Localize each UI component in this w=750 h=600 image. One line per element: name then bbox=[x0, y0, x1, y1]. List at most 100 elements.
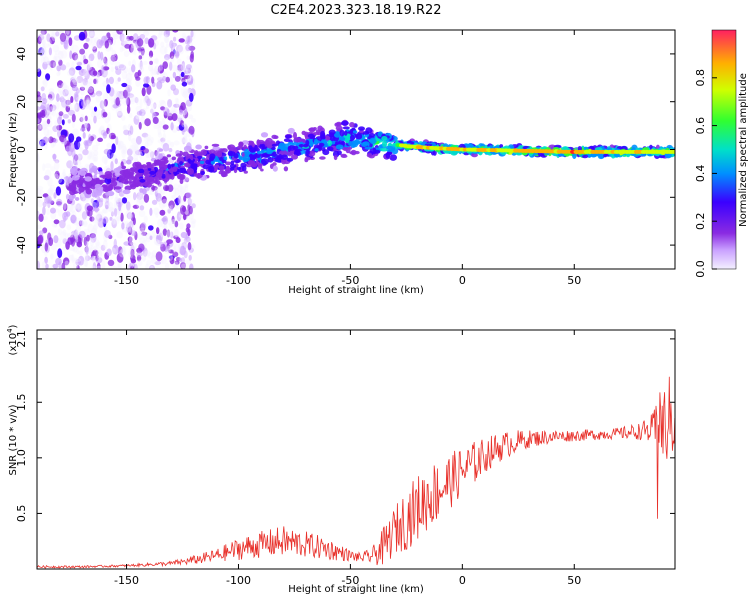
spectrogram-noise-cell bbox=[81, 211, 88, 220]
spectrogram-noise-cell bbox=[176, 69, 182, 75]
spectrogram-noise-cell bbox=[76, 96, 83, 102]
spectrogram-band-cell bbox=[305, 150, 310, 155]
spectrogram-noise-cell bbox=[130, 41, 137, 49]
spectrogram-noise-cell bbox=[121, 222, 125, 230]
spectrogram-noise-cell bbox=[90, 37, 97, 44]
spectrogram-band-cell bbox=[328, 129, 336, 135]
spectrogram-noise-cell bbox=[76, 241, 83, 248]
spectrogram-band-cell bbox=[240, 162, 247, 168]
spectrogram-noise-cell bbox=[46, 97, 53, 104]
spectrogram-noise-cell bbox=[117, 111, 123, 116]
spectrogram-noise-cell bbox=[160, 243, 166, 252]
spectrogram-noise-cell bbox=[126, 212, 133, 220]
spectrogram-noise-cell bbox=[58, 59, 63, 66]
spectrogram-noise-cell bbox=[116, 30, 123, 35]
spectrogram-noise-cell bbox=[87, 86, 94, 94]
spectrogram-noise-cell bbox=[102, 92, 109, 102]
spectrogram-noise-cell bbox=[82, 221, 88, 227]
spectrogram-band-cell bbox=[211, 143, 220, 147]
spectrogram-noise-cell bbox=[48, 237, 54, 247]
spectrogram-noise-cell bbox=[171, 263, 178, 269]
spectrogram-noise-cell bbox=[133, 115, 140, 125]
spectrogram-x-tick-label: -100 bbox=[226, 274, 251, 287]
spectrogram-noise-cell bbox=[121, 34, 128, 45]
spectrogram-noise-cell bbox=[133, 192, 137, 201]
spectrogram-band-cell bbox=[79, 170, 87, 176]
spectrogram-noise-cell bbox=[125, 221, 131, 228]
spectrogram-noise-cell bbox=[42, 61, 48, 70]
spectrogram-band-cell bbox=[218, 171, 223, 175]
spectrogram-noise-cell bbox=[159, 45, 167, 55]
spectrogram-noise-cell bbox=[37, 118, 40, 124]
spectrogram-noise-cell bbox=[40, 102, 47, 110]
spectrogram-noise-cell bbox=[92, 46, 97, 53]
spectrogram-band-cell bbox=[125, 173, 131, 180]
snr-frame bbox=[36, 329, 676, 570]
spectrogram-noise-cell bbox=[151, 199, 158, 205]
spectrogram-band-cell bbox=[278, 142, 286, 150]
spectrogram-band-cell bbox=[159, 163, 168, 171]
spectrogram-noise-cell bbox=[188, 114, 194, 120]
spectrogram-noise-cell bbox=[58, 209, 63, 217]
spectrogram-noise-cell bbox=[50, 207, 56, 214]
spectrogram-noise-cell bbox=[120, 212, 124, 222]
spectrogram-noise-cell bbox=[135, 114, 140, 120]
spectrogram-band-cell bbox=[210, 160, 215, 165]
spectrogram-noise-cell bbox=[37, 154, 40, 163]
spectrogram-noise-cell bbox=[64, 232, 69, 239]
spectrogram-noise-cell bbox=[150, 108, 154, 114]
colorbar-ticks: 0.0 0.2 0.4 0.6 0.8 bbox=[694, 69, 717, 278]
spectrogram-noise-cell bbox=[89, 151, 93, 158]
spectrogram-noise-cell bbox=[47, 129, 53, 136]
spectrogram-noise-cell bbox=[162, 124, 169, 130]
spectrogram-noise-cell bbox=[102, 216, 109, 224]
spectrogram-noise-cell bbox=[176, 44, 183, 53]
spectrogram-noise-cell bbox=[133, 97, 140, 103]
spectrogram-band-cell bbox=[91, 165, 98, 172]
spectrogram-band-cell bbox=[171, 156, 176, 161]
spectrogram-noise-cell bbox=[157, 219, 164, 228]
spectrogram-noise-cell bbox=[136, 251, 143, 257]
spectrogram-noise-cell bbox=[182, 88, 190, 97]
spectrogram-noise-cell bbox=[105, 77, 109, 85]
spectrogram-noise-cell bbox=[52, 61, 57, 69]
spectrogram-noise-cell bbox=[88, 245, 94, 250]
spectrogram-noise-cell bbox=[183, 250, 188, 259]
spectrogram-noise-cell bbox=[115, 106, 123, 116]
spectrogram-noise-cell bbox=[167, 205, 172, 211]
spectrogram-noise-cell bbox=[177, 185, 183, 192]
spectrogram-band-cell bbox=[194, 157, 199, 162]
spectrogram-noise-cell bbox=[56, 175, 63, 184]
spectrogram-band-cell bbox=[385, 145, 393, 150]
spectrogram-noise-cell bbox=[150, 103, 157, 108]
spectrogram-noise-cell bbox=[113, 208, 118, 217]
spectrogram-noise-cell bbox=[88, 106, 94, 111]
spectrogram-noise-cell bbox=[146, 260, 152, 266]
spectrogram-noise-cell bbox=[173, 103, 180, 108]
spectrogram-noise-cell bbox=[97, 51, 101, 60]
spectrogram-noise-cell bbox=[50, 166, 56, 172]
spectrogram-band-cell bbox=[260, 168, 264, 172]
spectrogram-noise-cell bbox=[85, 84, 89, 92]
spectrogram-noise-cell bbox=[150, 136, 154, 144]
spectrogram-noise-cell bbox=[154, 261, 161, 266]
spectrogram-noise-cell bbox=[138, 121, 142, 130]
spectrogram-band-cell bbox=[287, 141, 294, 146]
spectrogram-band-cell bbox=[291, 142, 299, 146]
snr-y-tick-label: 2.1 bbox=[15, 330, 28, 348]
spectrogram-band-cell bbox=[280, 154, 288, 160]
spectrogram-noise-cell bbox=[85, 240, 89, 247]
spectrogram-band-cell bbox=[170, 173, 175, 180]
spectrogram-band-cell bbox=[250, 162, 258, 168]
spectrogram-noise-cell bbox=[161, 196, 167, 204]
spectrogram-noise-cell bbox=[80, 115, 86, 123]
spectrogram-noise-cell bbox=[95, 210, 101, 219]
spectrogram-noise-cell bbox=[42, 163, 46, 171]
spectrogram-noise-cell bbox=[70, 77, 76, 82]
spectrogram-noise-cell bbox=[174, 261, 179, 269]
spectrogram-noise-cell bbox=[184, 39, 190, 45]
spectrogram-noise-cell bbox=[80, 127, 86, 132]
spectrogram-noise-cell bbox=[183, 131, 188, 140]
spectrogram-noise-cell bbox=[79, 48, 85, 55]
spectrogram-noise-cell bbox=[103, 148, 111, 155]
